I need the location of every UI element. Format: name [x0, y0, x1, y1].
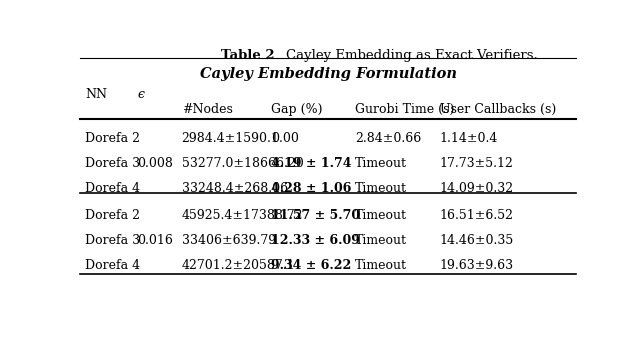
- Text: 0.00: 0.00: [271, 132, 299, 145]
- Text: Timeout: Timeout: [355, 234, 407, 247]
- Text: Timeout: Timeout: [355, 182, 407, 195]
- Text: Timeout: Timeout: [355, 209, 407, 222]
- Text: 12.33 ± 6.09: 12.33 ± 6.09: [271, 234, 360, 247]
- Text: 0.008: 0.008: [137, 157, 173, 170]
- Text: Dorefa 4: Dorefa 4: [85, 259, 140, 272]
- Text: 14.09±0.32: 14.09±0.32: [440, 182, 514, 195]
- Text: Cayley Embedding as Exact Verifiers.: Cayley Embedding as Exact Verifiers.: [286, 48, 538, 61]
- Text: 19.63±9.63: 19.63±9.63: [440, 259, 514, 272]
- Text: Table 2: Table 2: [221, 48, 275, 61]
- Text: 45925.4±17388.72: 45925.4±17388.72: [182, 209, 303, 222]
- Text: Timeout: Timeout: [355, 157, 407, 170]
- Text: Dorefa 4: Dorefa 4: [85, 182, 140, 195]
- Text: Gurobi Time (s): Gurobi Time (s): [355, 103, 454, 116]
- Text: 11.57 ± 5.70: 11.57 ± 5.70: [271, 209, 360, 222]
- Text: Dorefa 2: Dorefa 2: [85, 209, 140, 222]
- Text: User Callbacks (s): User Callbacks (s): [440, 103, 556, 116]
- Text: Cayley Embedding Formulation: Cayley Embedding Formulation: [200, 67, 456, 81]
- Text: 9.34 ± 6.22: 9.34 ± 6.22: [271, 259, 351, 272]
- Text: 1.14±0.4: 1.14±0.4: [440, 132, 498, 145]
- Text: 17.73±5.12: 17.73±5.12: [440, 157, 513, 170]
- Text: 2984.4±1590.1: 2984.4±1590.1: [182, 132, 280, 145]
- Text: 53277.0±18666.20: 53277.0±18666.20: [182, 157, 303, 170]
- Text: Dorefa 2: Dorefa 2: [85, 132, 140, 145]
- Text: 2.84±0.66: 2.84±0.66: [355, 132, 422, 145]
- Text: Gap (%): Gap (%): [271, 103, 323, 116]
- Text: NN: NN: [85, 88, 107, 101]
- Text: 33406±639.79: 33406±639.79: [182, 234, 276, 247]
- Text: 14.46±0.35: 14.46±0.35: [440, 234, 514, 247]
- Text: 0.016: 0.016: [137, 234, 173, 247]
- Text: Dorefa 3: Dorefa 3: [85, 234, 140, 247]
- Text: 4.28 ± 1.06: 4.28 ± 1.06: [271, 182, 351, 195]
- Text: 42701.2±20587.1: 42701.2±20587.1: [182, 259, 295, 272]
- Text: Timeout: Timeout: [355, 259, 407, 272]
- Text: Dorefa 3: Dorefa 3: [85, 157, 140, 170]
- Text: #Nodes: #Nodes: [182, 103, 232, 116]
- Text: ϵ: ϵ: [137, 88, 144, 101]
- Text: 33248.4±268.06: 33248.4±268.06: [182, 182, 288, 195]
- Text: 16.51±6.52: 16.51±6.52: [440, 209, 513, 222]
- Text: 4.19 ± 1.74: 4.19 ± 1.74: [271, 157, 351, 170]
